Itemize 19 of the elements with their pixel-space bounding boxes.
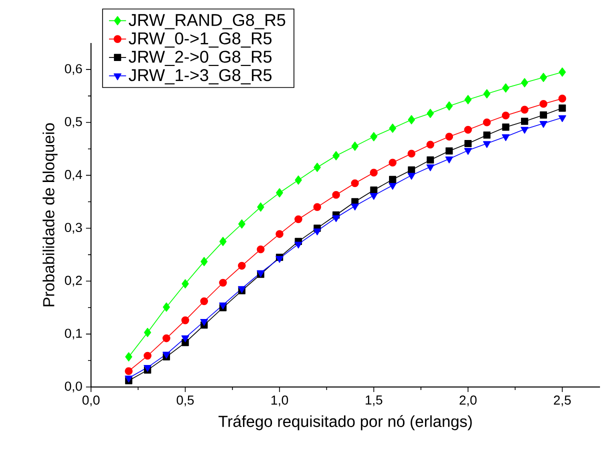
y-tick-label: 0,3 — [64, 222, 82, 234]
x-tick-label: 0,5 — [176, 396, 194, 406]
y-tick-label: 0,0 — [64, 382, 82, 392]
x-axis-title: Tráfego requisitado por nó (erlangs) — [218, 415, 472, 430]
y-tick-label: 0,5 — [64, 117, 82, 128]
y-tick-label: 0,6 — [64, 64, 82, 75]
x-tick-label: 0,0 — [82, 396, 100, 406]
x-tick-label: 2,5 — [554, 396, 571, 406]
x-tick-label: 1,0 — [271, 396, 288, 406]
legend-label: JRW_RAND_G8_R5 — [128, 14, 286, 30]
legend-label: JRW_2->0_G8_R5 — [128, 50, 272, 66]
legend-label: JRW_1->3_G8_R5 — [128, 69, 272, 84]
x-tick-label: 1,5 — [366, 396, 382, 406]
y-axis-title: Probabilidade de bloqueio — [42, 123, 58, 306]
y-tick-label: 0,1 — [64, 328, 82, 340]
y-tick-label: 0,2 — [64, 276, 82, 287]
legend-label: JRW_0->1_G8_R5 — [128, 32, 272, 48]
y-tick-label: 0,4 — [64, 170, 82, 181]
x-tick-label: 2,0 — [460, 396, 477, 406]
